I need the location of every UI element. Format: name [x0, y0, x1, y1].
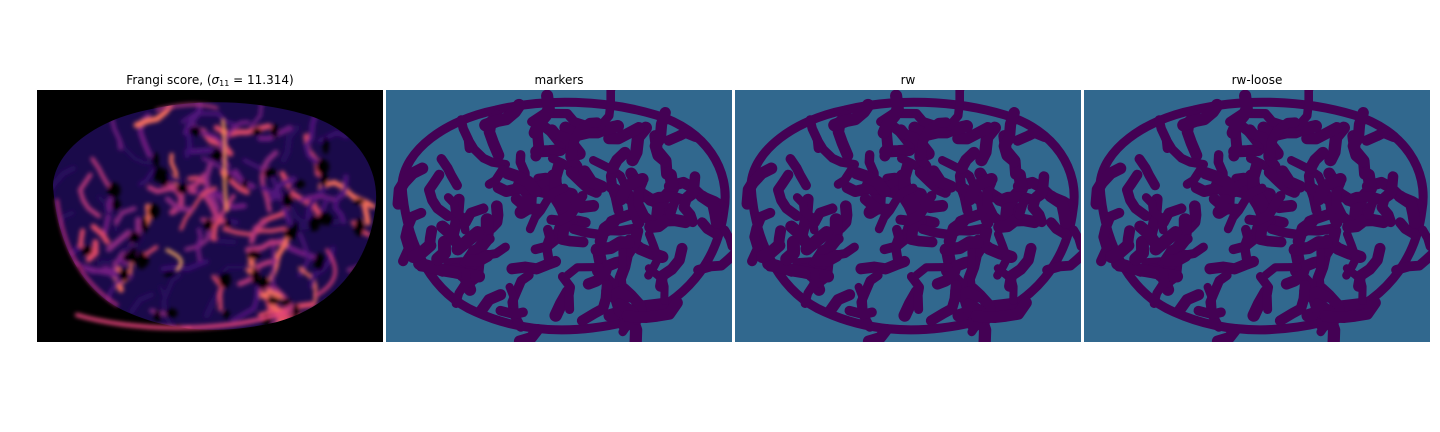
panel-title-markers: markers — [534, 73, 584, 87]
panel-title-rw: rw — [900, 73, 916, 87]
segmented-region — [1090, 90, 1430, 342]
rw-loose-image — [1084, 90, 1430, 342]
panel-rw-loose: rw-loose — [1084, 71, 1430, 342]
panel-frangi: Frangi score, (σ11 = 11.314) — [37, 71, 383, 342]
rw-image — [735, 90, 1081, 342]
segmented-region — [392, 90, 732, 342]
panel-rw: rw — [735, 71, 1081, 342]
markers-image — [386, 90, 732, 342]
panel-markers: markers — [386, 71, 732, 342]
panel-title-rw-loose: rw-loose — [1231, 73, 1283, 87]
frangi-image — [37, 90, 383, 342]
panel-title-frangi: Frangi score, (σ11 = 11.314) — [126, 73, 294, 88]
frangi-vessels — [53, 102, 377, 330]
segmented-region — [741, 90, 1081, 342]
